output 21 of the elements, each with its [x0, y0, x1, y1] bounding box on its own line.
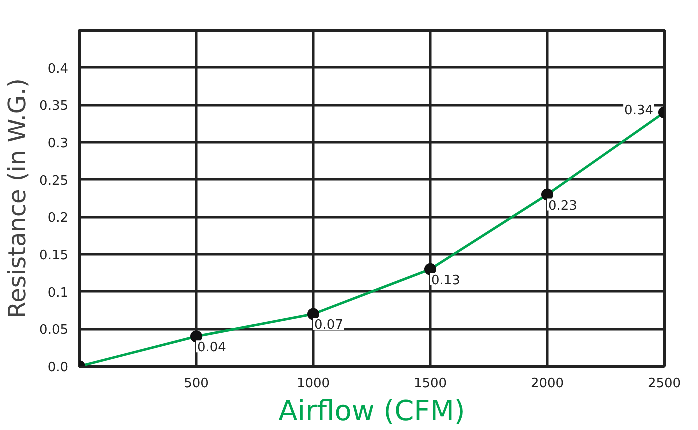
y-tick-label: 0.25 [40, 174, 69, 189]
y-tick-label: 0.4 [48, 62, 69, 77]
y-tick-label: 0.0 [48, 360, 69, 376]
x-tick-label: 1000 [296, 376, 330, 392]
y-tick-label: 0.1 [48, 286, 69, 301]
data-label: 0.04 [198, 340, 226, 356]
x-tick-label: 1500 [414, 376, 448, 392]
y-tick-label: 0.15 [40, 248, 69, 264]
y-tick-label: 0.3 [48, 136, 69, 152]
data-label: 0.23 [548, 198, 578, 214]
x-tick-label: 2500 [648, 376, 682, 392]
x-axis-title: Airflow (CFM) [278, 394, 466, 428]
data-label: 0.13 [432, 273, 460, 288]
data-label: 0.07 [314, 318, 344, 334]
x-tick-label: 500 [184, 376, 209, 392]
data-label: 0.34 [624, 104, 654, 119]
y-axis-title: Resistance (in W.G.) [4, 78, 32, 319]
y-tick-label: 0.35 [40, 99, 69, 114]
y-tick-label: 0.2 [48, 211, 69, 226]
x-tick-label: 2000 [530, 376, 564, 392]
y-tick-label: 0.05 [40, 323, 69, 338]
